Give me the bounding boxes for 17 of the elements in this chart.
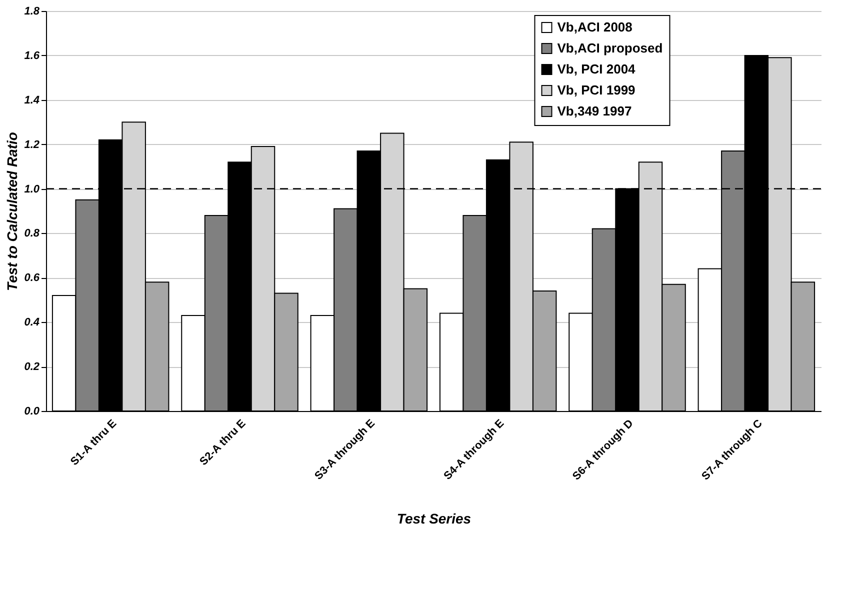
y-tick-label: 1.2 [24, 138, 40, 151]
y-tick-label: 1.0 [24, 183, 40, 196]
legend-label: Vb,349 1997 [557, 104, 632, 118]
y-tick-label: 1.8 [24, 6, 40, 18]
y-tick-label: 1.4 [24, 94, 40, 106]
y-tick-label: 0.2 [24, 361, 40, 374]
y-tick-label: 0.8 [24, 228, 40, 240]
legend-label: Vb, PCI 1999 [557, 82, 636, 98]
y-tick-label: 0.6 [24, 272, 40, 284]
legend-label: Vb,ACI 2008 [557, 20, 632, 34]
y-tick-label: 0.4 [24, 316, 40, 329]
y-tick-label: 1.6 [24, 50, 40, 62]
y-tick-label: 0.0 [24, 406, 40, 418]
x-axis-title: Test Series [396, 510, 472, 526]
y-axis-title: Test to Calculated Ratio [4, 132, 20, 291]
legend-label: Vb, PCI 2004 [557, 62, 636, 76]
legend-label: Vb,ACI proposed [557, 40, 663, 56]
